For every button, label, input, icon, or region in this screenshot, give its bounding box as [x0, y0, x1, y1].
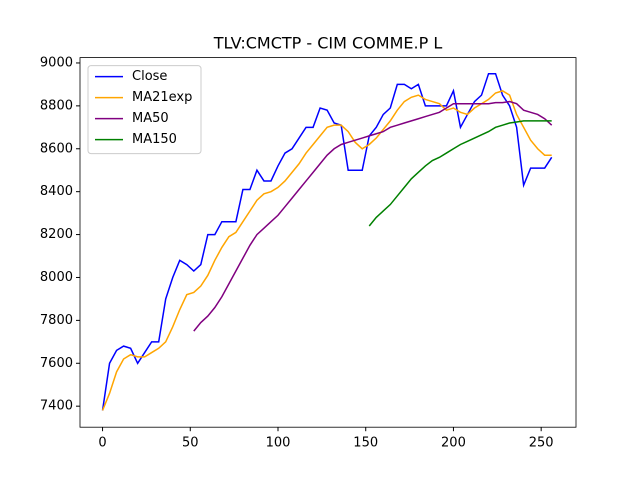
x-tick-label: 100	[266, 436, 291, 451]
line-series	[368, 120, 552, 227]
line-series	[101, 90, 552, 411]
y-tick-label: 7600	[40, 356, 73, 371]
plot-frame	[79, 57, 577, 428]
line-series	[101, 72, 553, 411]
x-tick-label: 0	[98, 436, 106, 451]
legend-label: MA150	[132, 132, 177, 147]
y-tick-label: 9000	[40, 55, 73, 70]
legend-label: MA50	[132, 111, 169, 126]
y-tick-label: 8600	[40, 141, 73, 156]
x-tick-label: 50	[182, 436, 199, 451]
x-tick-label: 200	[441, 436, 466, 451]
legend-box	[87, 65, 202, 155]
chart-title: TLV:CMCTP - CIM COMME.P L	[213, 34, 443, 53]
y-tick-label: 7400	[40, 399, 73, 414]
x-tick-label: 250	[529, 436, 554, 451]
x-tick-label: 150	[353, 436, 378, 451]
y-tick-label: 8400	[40, 184, 73, 199]
line-series	[193, 100, 553, 332]
y-tick-label: 7800	[40, 313, 73, 328]
legend-label: Close	[132, 69, 167, 84]
y-tick-label: 8200	[40, 227, 73, 242]
y-tick-label: 8000	[40, 270, 73, 285]
y-tick-label: 8800	[40, 98, 73, 113]
legend-label: MA21exp	[132, 90, 192, 105]
